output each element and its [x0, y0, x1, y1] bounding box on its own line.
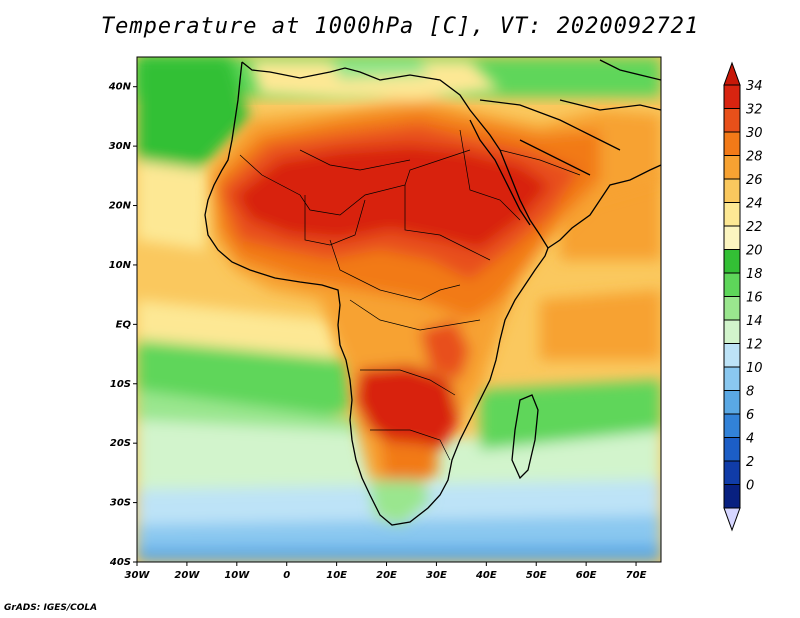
colorbar-swatch: [723, 202, 741, 227]
lat-tick-label: 40S: [109, 557, 131, 568]
colorbar-swatch: [723, 319, 741, 344]
colorbar-level-label: 16: [746, 291, 763, 306]
colorbar-level-label: 2: [746, 455, 754, 470]
lon-tick-label: 40E: [475, 570, 497, 581]
colorbar-level-label: 0: [746, 479, 754, 494]
lat-tick-label: 10N: [109, 260, 132, 271]
colorbar-swatch: [723, 84, 741, 109]
longitude-axis: 30W 20W 10W 0 10E 20E 30E 40E 50E 60E 70E: [125, 562, 647, 581]
lon-tick-label: 60E: [576, 570, 597, 581]
colorbar-bottom-arrow: [723, 507, 741, 532]
colorbar-swatch: [723, 108, 741, 133]
colorbar-level-label: 34: [746, 79, 763, 94]
lon-tick-label: 30W: [125, 570, 151, 581]
map-title: Temperature at 1000hPa [C], VT: 20200927…: [100, 14, 700, 39]
latitude-axis: 40N 30N 20N 10N EQ 10S 20S 30S 40S: [108, 82, 137, 568]
colorbar-swatch: [723, 366, 741, 391]
colorbar-swatch: [723, 272, 741, 297]
colorbar-level-label: 28: [746, 150, 763, 165]
colorbar-swatch: [723, 437, 741, 462]
colorbar-level-label: 20: [746, 244, 763, 259]
lat-tick-label: 20N: [109, 201, 132, 212]
lon-tick-label: 50E: [526, 570, 547, 581]
colorbar-level-label: 18: [746, 267, 763, 282]
temperature-field: [137, 57, 661, 562]
colorbar-level-label: 10: [746, 361, 763, 376]
colorbar-swatch: [723, 155, 741, 180]
colorbar-swatch: [723, 249, 741, 274]
colorbar-top-arrow: [723, 61, 741, 86]
colorbar-level-label: 26: [746, 173, 763, 188]
lon-tick-label: 30E: [426, 570, 447, 581]
coastlines: [204, 59, 661, 526]
colorbar-level-label: 8: [746, 385, 754, 400]
lat-tick-label: 20S: [110, 438, 131, 449]
lat-tick-label: EQ: [116, 319, 132, 330]
colorbar-swatch: [723, 413, 741, 438]
colorbar-swatch: [723, 225, 741, 250]
lon-tick-label: 10E: [326, 570, 347, 581]
colorbar-level-label: 22: [746, 220, 763, 235]
country-borders: [239, 129, 581, 461]
colorbar-level-label: 12: [746, 338, 763, 353]
colorbar-swatch: [723, 390, 741, 415]
lat-tick-label: 10S: [110, 379, 131, 390]
credit-text: GrADS: IGES/COLA: [4, 603, 98, 613]
lon-tick-label: 20W: [174, 570, 200, 581]
lon-tick-label: 20E: [376, 570, 397, 581]
colorbar-level-label: 24: [746, 197, 763, 212]
colorbar-swatch: [723, 178, 741, 203]
lon-tick-label: 70E: [626, 570, 647, 581]
colorbar-level-label: 6: [746, 408, 754, 423]
colorbar-swatch: [723, 296, 741, 321]
colorbar-swatch: [723, 460, 741, 485]
colorbar-level-label: 14: [746, 314, 763, 329]
colorbar-swatch: [723, 131, 741, 156]
colorbar-swatch: [723, 343, 741, 368]
colorbar-level-label: 30: [746, 126, 763, 141]
lat-tick-label: 30N: [109, 141, 132, 152]
map-frame: [136, 56, 662, 563]
lat-tick-label: 40N: [108, 82, 132, 93]
colorbar-swatch: [723, 484, 741, 509]
colorbar-level-label: 32: [746, 103, 763, 118]
lon-tick-label: 10W: [224, 570, 250, 581]
lat-tick-label: 30S: [110, 498, 131, 509]
lon-tick-label: 0: [283, 570, 290, 581]
colorbar-level-label: 4: [746, 432, 754, 447]
